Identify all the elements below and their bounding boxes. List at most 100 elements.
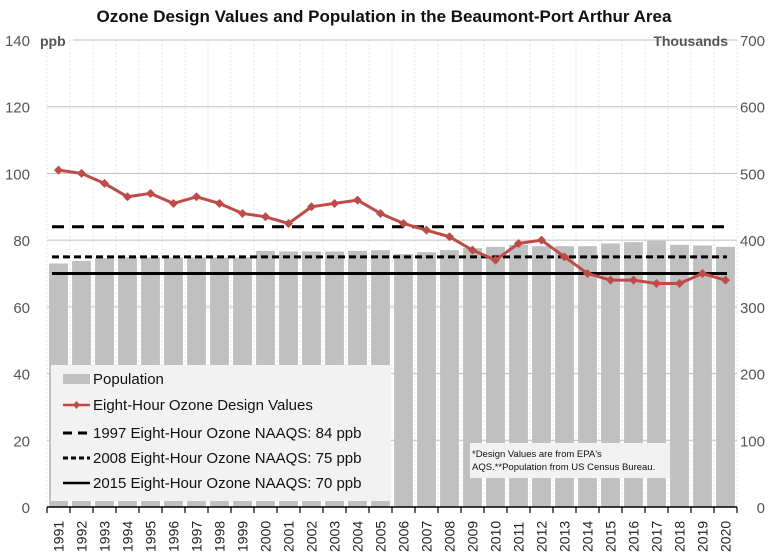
ozone-point-1999: [238, 208, 247, 218]
population-bar-2011: [509, 244, 528, 507]
x-tick-label-1996: 1996: [166, 521, 182, 552]
x-tick-label-1999: 1999: [235, 521, 251, 552]
x-tick-label-2005: 2005: [373, 521, 389, 552]
population-bar-2012: [532, 246, 551, 507]
note-line-2: AQS.**Population from US Census Bureau.: [472, 462, 655, 473]
ozone-point-2015: [606, 275, 615, 285]
x-tick-label-2016: 2016: [626, 521, 642, 552]
x-tick-label-2011: 2011: [511, 522, 527, 552]
legend-label-2008: 2008 Eight-Hour Ozone NAAQS: 75 ppb: [93, 450, 362, 467]
ozone-point-2008: [445, 232, 454, 242]
note-line-1: *Design Values are from EPA's: [472, 449, 602, 460]
left-tick-label: 140: [5, 33, 30, 50]
x-tick-label-2017: 2017: [649, 521, 665, 552]
left-tick-label: 100: [5, 166, 30, 183]
source-note: *Design Values are from EPA's AQS.**Popu…: [470, 443, 670, 478]
ozone-point-2013: [560, 252, 569, 262]
ozone-point-2004: [353, 195, 362, 205]
population-bar-2013: [555, 246, 574, 507]
population-bar-2009: [463, 248, 482, 508]
ozone-point-1994: [123, 192, 132, 202]
ozone-point-2003: [330, 198, 339, 208]
population-bar-2017: [647, 240, 666, 507]
ozone-point-2016: [629, 275, 638, 285]
ozone-point-2020: [721, 275, 730, 285]
x-tick-label-2007: 2007: [419, 521, 435, 552]
ozone-point-2012: [537, 235, 546, 245]
left-axis: 0 20 40 60 80 100 120 140: [5, 33, 30, 517]
ozone-point-2009: [468, 245, 477, 255]
x-tick-label-2014: 2014: [580, 521, 596, 552]
x-tick-label-2004: 2004: [350, 521, 366, 552]
x-tick-label-2019: 2019: [695, 521, 711, 552]
right-tick-label: 600: [740, 100, 765, 117]
population-bar-2020: [716, 246, 735, 508]
population-bar-2016: [624, 242, 643, 507]
ozone-point-1995: [146, 188, 155, 198]
legend-background: [51, 365, 391, 501]
x-tick-label-1993: 1993: [97, 521, 113, 552]
ozone-point-1991: [54, 165, 63, 175]
legend: Population Eight-Hour Ozone Design Value…: [51, 365, 391, 501]
ozone-point-1997: [192, 192, 201, 202]
left-tick-label: 20: [13, 433, 30, 450]
left-tick-label: 40: [13, 367, 30, 384]
naaqs-lines: [52, 225, 727, 275]
population-bar-2006: [394, 254, 413, 507]
x-tick-label-2018: 2018: [672, 521, 688, 552]
right-tick-label: 400: [740, 233, 765, 250]
ozone-point-1996: [169, 198, 178, 208]
x-tick-label-1994: 1994: [120, 521, 136, 552]
ozone-line: [54, 165, 730, 289]
left-tick-label: 60: [13, 300, 30, 317]
right-axis: 0 100 200 300 400 500 600 700: [740, 33, 765, 517]
x-tick-label-2012: 2012: [534, 521, 550, 552]
legend-swatch-population: [63, 374, 90, 384]
ozone-point-2002: [307, 202, 316, 212]
right-tick-label: 700: [740, 33, 765, 50]
ozone-point-2006: [399, 218, 408, 228]
x-tick-label-2008: 2008: [442, 521, 458, 552]
legend-label-1997: 1997 Eight-Hour Ozone NAAQS: 84 ppb: [93, 425, 362, 442]
population-bar-2008: [440, 250, 459, 507]
ozone-point-2018: [675, 279, 684, 289]
legend-marker-ozone: [73, 401, 80, 409]
x-tick-label-2003: 2003: [327, 521, 343, 552]
left-tick-label: 0: [22, 500, 30, 517]
x-tick-label-1997: 1997: [189, 521, 205, 552]
population-bar-2007: [417, 252, 436, 507]
population-bar-2019: [693, 245, 712, 508]
x-tick-label-2013: 2013: [557, 521, 573, 552]
ozone-point-2007: [422, 225, 431, 235]
note-background: [470, 443, 670, 478]
right-axis-unit: Thousands: [653, 33, 728, 49]
ozone-point-2017: [652, 279, 661, 289]
population-bar-2015: [601, 243, 620, 507]
x-tick-label-1991: 1991: [51, 521, 67, 552]
x-tick-label-1998: 1998: [212, 521, 228, 552]
x-axis: 1991 1992 1993 1994 1995 1996 1997 1998 1999 2000…: [46, 506, 738, 552]
ozone-point-2000: [261, 212, 270, 222]
ozone-point-2005: [376, 208, 385, 218]
right-tick-label: 0: [757, 500, 765, 517]
x-tick-label-1995: 1995: [143, 521, 159, 552]
ozone-point-1993: [100, 178, 109, 188]
legend-label-2015: 2015 Eight-Hour Ozone NAAQS: 70 ppb: [93, 475, 362, 492]
legend-label-population: Population: [93, 371, 164, 388]
right-tick-label: 300: [740, 300, 765, 317]
right-tick-label: 100: [740, 433, 765, 450]
x-tick-label-2010: 2010: [488, 521, 504, 552]
ozone-point-2001: [284, 218, 293, 228]
x-tick-label-2009: 2009: [465, 521, 481, 552]
legend-label-ozone: Eight-Hour Ozone Design Values: [93, 397, 313, 414]
x-tick-label-2015: 2015: [603, 521, 619, 552]
chart-title: Ozone Design Values and Population in th…: [97, 7, 672, 26]
population-bar-2010: [486, 246, 505, 508]
population-bar-2018: [670, 244, 689, 507]
x-tick-label-1992: 1992: [74, 521, 90, 552]
ozone-point-1992: [77, 168, 86, 178]
x-tick-label-2006: 2006: [396, 521, 412, 552]
x-tick-label-2020: 2020: [718, 521, 734, 552]
x-tick-label-2002: 2002: [304, 521, 320, 552]
